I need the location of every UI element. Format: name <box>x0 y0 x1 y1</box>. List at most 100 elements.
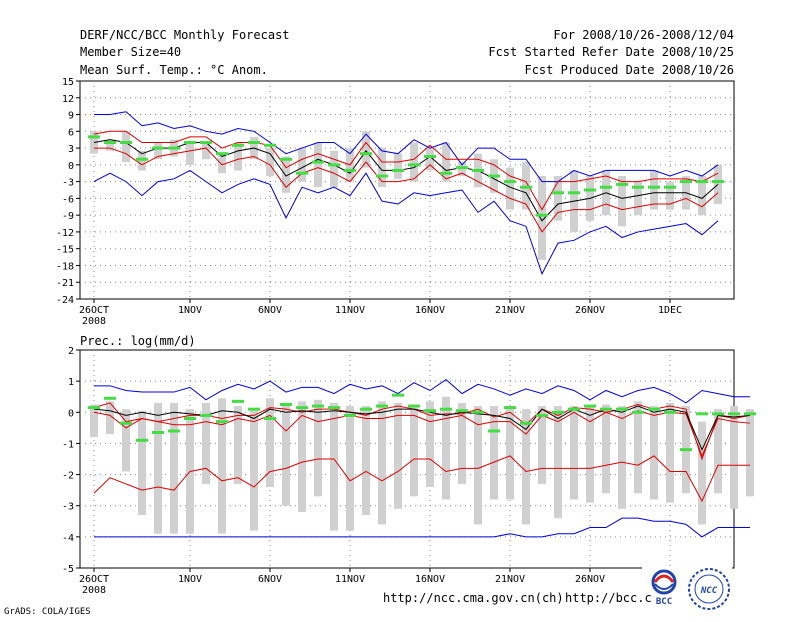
footer-url-ch[interactable]: http://ncc.cma.gov.cn(ch) <box>383 591 564 605</box>
ensemble-box <box>602 404 610 494</box>
ensemble-box <box>346 406 354 531</box>
bcc-logo-text: BCC <box>656 597 672 607</box>
ensemble-box <box>154 402 162 534</box>
median-marker <box>200 140 212 144</box>
median-marker <box>456 409 468 413</box>
y-tick-label: -1 <box>62 439 74 450</box>
ensemble-box <box>506 167 514 210</box>
median-marker <box>312 404 324 408</box>
ensemble-box <box>618 176 626 227</box>
y-tick-label: -18 <box>56 261 74 272</box>
ensemble-box <box>202 402 210 484</box>
upper-spread-line <box>93 130 719 211</box>
median-marker <box>184 140 196 144</box>
x-tick-label: 1NOV <box>178 574 202 585</box>
median-marker <box>248 407 260 411</box>
ensemble-box <box>314 399 322 497</box>
ensemble-box <box>138 410 146 516</box>
median-marker <box>456 166 468 170</box>
x-tick-label: 21NOV <box>495 574 525 585</box>
ensemble-box <box>634 181 642 216</box>
median-marker <box>424 409 436 413</box>
ensemble-box <box>362 406 370 516</box>
ensemble-box <box>314 142 322 188</box>
grads-credit: GrADS: COLA/IGES <box>4 607 91 617</box>
y-tick-label: 2 <box>68 346 74 357</box>
median-marker <box>632 410 644 414</box>
ensemble-box <box>522 409 530 525</box>
x-tick-label: 1NOV <box>178 305 202 316</box>
median-marker <box>616 182 628 186</box>
ncc-logo-text: NCC <box>700 586 718 596</box>
median-marker <box>392 168 404 172</box>
ensemble-box <box>250 410 258 531</box>
ensemble-box <box>570 406 578 500</box>
median-marker <box>664 410 676 414</box>
x-tick-label: 26NOV <box>575 574 605 585</box>
ensemble-box <box>442 142 450 182</box>
ensemble-box <box>538 406 546 484</box>
median-marker <box>408 404 420 408</box>
median-marker <box>504 406 516 410</box>
x-tick-label: 11NOV <box>335 574 365 585</box>
median-marker <box>696 412 708 416</box>
x-tick-label: 16NOV <box>415 574 445 585</box>
median-marker <box>200 413 212 417</box>
ensemble-box <box>650 170 658 210</box>
median-marker <box>120 140 132 144</box>
y-tick-label: 0 <box>68 408 74 419</box>
header-member-size: Member Size=40 <box>80 45 181 59</box>
median-marker <box>568 191 580 195</box>
median-marker <box>152 146 164 150</box>
x-year-label: 2008 <box>82 316 106 327</box>
median-marker <box>216 420 228 424</box>
y-tick-label: -3 <box>62 178 74 189</box>
temperature-y-ticks: 15 12 9 6 3 0 -3 -6 -9 -12 -15 -18 -21 -24 <box>56 77 80 306</box>
median-marker <box>248 140 260 144</box>
ensemble-box <box>538 176 546 260</box>
median-marker <box>552 191 564 195</box>
ensemble-box <box>458 402 466 484</box>
ensemble-box <box>202 142 210 160</box>
footer-url-2[interactable]: http://bcc.c <box>565 591 652 605</box>
ensemble-box <box>298 148 306 182</box>
median-marker <box>216 152 228 156</box>
header-produced: Fcst Produced Date 2008/10/26 <box>524 63 734 77</box>
x-tick-label: 26NOV <box>575 305 605 316</box>
y-tick-label: 12 <box>62 94 74 105</box>
mean-line <box>93 139 719 222</box>
median-marker <box>424 154 436 158</box>
x-tick-label: 6NOV <box>258 574 282 585</box>
median-marker <box>520 421 532 425</box>
ensemble-box <box>714 409 722 494</box>
ensemble-box <box>650 406 658 500</box>
median-marker <box>584 188 596 192</box>
median-marker <box>632 185 644 189</box>
y-tick-label: -5 <box>62 564 74 575</box>
ensemble-box <box>266 148 274 177</box>
median-marker <box>568 407 580 411</box>
median-marker <box>504 180 516 184</box>
median-marker <box>104 396 116 400</box>
median-marker <box>264 143 276 147</box>
ncc-logo: NCC <box>686 566 732 612</box>
y-tick-label: 15 <box>62 77 74 88</box>
ensemble-box <box>698 421 706 525</box>
median-marker <box>744 412 756 416</box>
ensemble-box <box>490 406 498 500</box>
median-marker <box>728 412 740 416</box>
median-marker <box>712 180 724 184</box>
header-variable: Mean Surf. Temp.: °C Anom. <box>80 63 268 77</box>
max-line <box>94 111 719 183</box>
y-tick-label: -6 <box>62 194 74 205</box>
median-marker <box>488 174 500 178</box>
median-marker <box>360 407 372 411</box>
x-tick-label: 26OCT <box>79 574 109 585</box>
x-tick-label: 21NOV <box>495 305 525 316</box>
median-marker <box>440 407 452 411</box>
median-marker <box>664 185 676 189</box>
median-marker <box>584 404 596 408</box>
median-marker <box>648 407 660 411</box>
precipitation-medians <box>88 393 756 452</box>
